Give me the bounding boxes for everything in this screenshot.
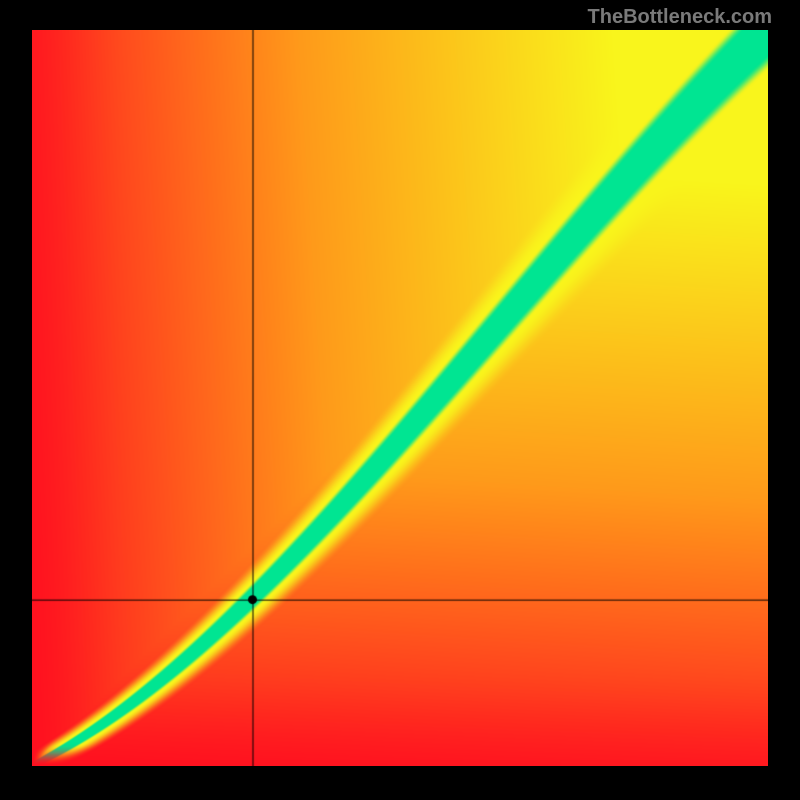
heatmap-canvas	[32, 30, 768, 766]
bottleneck-heatmap	[32, 30, 768, 766]
watermark-label: TheBottleneck.com	[588, 6, 772, 29]
